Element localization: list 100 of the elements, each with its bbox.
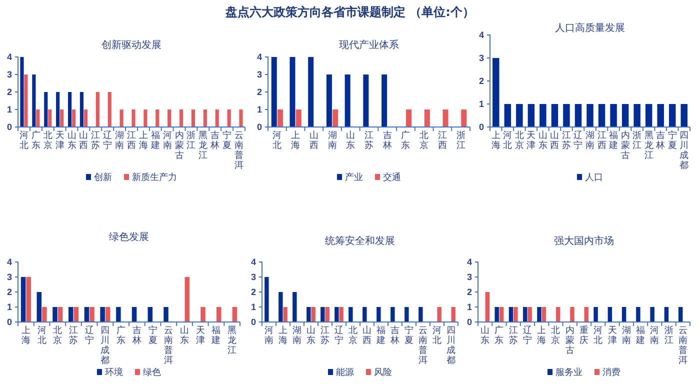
x-tick-label: 辽宁 — [334, 325, 344, 346]
bar — [84, 110, 88, 127]
bar — [179, 110, 184, 127]
y-tick-label: 0 — [478, 122, 484, 132]
bar — [60, 110, 64, 127]
bar — [363, 74, 369, 127]
legend-label: 消费 — [602, 367, 620, 378]
x-tick-label: 吉林 — [655, 130, 666, 151]
x-tick-label: 湖南 — [586, 130, 594, 151]
bar — [376, 307, 381, 322]
y-tick-label: 3 — [6, 272, 12, 282]
bar — [132, 110, 136, 127]
bar — [277, 110, 283, 127]
x-tick-label: 福建 — [376, 325, 386, 346]
bar — [36, 110, 40, 127]
x-tick-label: 山东 — [306, 325, 316, 346]
bar — [184, 277, 190, 322]
legend-label: 绿色 — [143, 367, 161, 378]
x-tick-label: 上海 — [291, 130, 300, 151]
x-tick-label: 广东 — [401, 130, 410, 151]
x-tick-label: 四川成都 — [100, 326, 110, 366]
x-tick-label: 河北 — [272, 130, 282, 151]
x-tick-label: 浙江 — [456, 130, 466, 151]
x-tick-label: 福建 — [210, 325, 221, 346]
x-tick-label: 江苏 — [320, 325, 330, 346]
x-tick-label: 宁夏 — [222, 130, 232, 151]
bar — [44, 92, 48, 127]
x-tick-label: 北京 — [420, 130, 429, 151]
x-tick-label: 浙江 — [186, 130, 196, 151]
y-tick-label: 2 — [6, 86, 12, 97]
bar — [168, 110, 172, 127]
bar — [20, 57, 24, 127]
legend-label: 服务业 — [556, 367, 582, 378]
bar — [148, 307, 153, 322]
bar — [362, 307, 367, 322]
bar — [283, 307, 288, 322]
bar — [120, 110, 124, 127]
bar — [406, 110, 412, 127]
x-tick-label: 湖南 — [328, 130, 337, 151]
bar — [32, 74, 36, 127]
y-tick-label: 0 — [6, 122, 12, 132]
x-tick-label: 江苏 — [69, 325, 78, 346]
bar — [461, 110, 467, 127]
bar — [334, 307, 339, 322]
y-tick-label: 4 — [256, 52, 262, 62]
bar — [442, 110, 448, 127]
bar — [296, 110, 302, 127]
legend-label: 人口 — [585, 172, 603, 183]
x-tick-label: 宁夏 — [404, 325, 414, 346]
bar — [42, 307, 47, 322]
x-tick-label: 吉林 — [382, 130, 392, 151]
x-tick-label: 辽宁 — [84, 325, 94, 346]
x-tick-label: 四川成都 — [446, 326, 456, 366]
x-tick-label: 天津 — [526, 130, 536, 151]
legend-label: 风险 — [374, 367, 392, 378]
x-tick-label: 山西 — [362, 325, 372, 346]
legend-label: 新质生产力 — [132, 172, 177, 183]
x-tick-label: 吉林 — [131, 325, 142, 346]
y-tick-label: 3 — [6, 69, 12, 80]
y-tick-label: 3 — [478, 52, 484, 63]
bar — [437, 307, 442, 322]
bar — [56, 92, 60, 127]
x-tick-label: 河南 — [264, 325, 274, 346]
x-tick-label: 北京 — [514, 130, 524, 151]
y-tick-label: 2 — [478, 76, 484, 86]
x-tick-label: 福建 — [635, 325, 646, 346]
bar — [74, 307, 79, 322]
bar — [132, 307, 137, 322]
x-tick-label: 内蒙古 — [174, 130, 184, 161]
y-tick-label: 1 — [256, 104, 262, 114]
bar — [271, 57, 277, 127]
x-tick-label: 湖南 — [292, 325, 302, 346]
bar — [320, 307, 325, 322]
bar — [390, 307, 395, 322]
x-tick-label: 内蒙古 — [620, 130, 630, 161]
y-tick-label: 3 — [466, 272, 472, 282]
x-tick-label: 山东 — [480, 325, 490, 346]
chart-title: 人口高质量发展 — [555, 22, 625, 34]
bar — [264, 277, 269, 322]
x-tick-label: 广东 — [31, 130, 40, 151]
x-tick-label: 江西 — [127, 130, 136, 151]
x-tick-label: 辽宁 — [522, 325, 532, 346]
x-tick-label: 山东 — [67, 130, 76, 151]
bar — [339, 307, 344, 322]
bar — [308, 57, 314, 127]
bar — [232, 307, 238, 322]
y-tick-label: 3 — [256, 69, 262, 80]
x-tick-label: 天津 — [55, 130, 64, 151]
bar — [96, 92, 100, 127]
bar — [418, 307, 423, 322]
bar — [311, 307, 316, 322]
bar — [239, 110, 243, 127]
bar — [36, 292, 42, 322]
bar — [105, 307, 110, 322]
x-tick-label: 辽宁 — [574, 130, 583, 151]
legend-label: 交通 — [383, 172, 401, 183]
y-tick-label: 2 — [256, 86, 262, 97]
y-tick-label: 2 — [250, 286, 256, 297]
x-tick-label: 上海 — [21, 325, 30, 346]
x-tick-label: 河南 — [650, 325, 660, 346]
